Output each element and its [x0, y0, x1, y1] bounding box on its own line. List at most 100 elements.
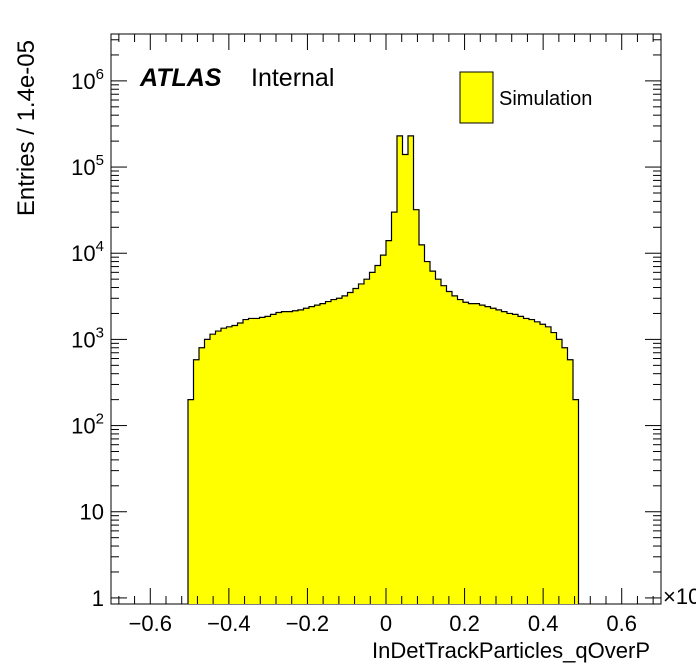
- histogram-bar: [347, 292, 354, 604]
- histogram-bar: [243, 319, 249, 604]
- histogram-bar: [452, 295, 458, 604]
- histogram-bar: [534, 321, 541, 604]
- histogram-bar: [518, 316, 524, 604]
- y-tick-label: 1: [92, 586, 104, 611]
- histogram-bar: [457, 299, 464, 604]
- histogram-bar: [237, 322, 244, 604]
- y-tick-labels: 1 10 102 103 104 105 106: [71, 66, 104, 611]
- histogram-bar: [199, 347, 205, 604]
- histogram-bar: [562, 347, 568, 604]
- histogram-bar: [507, 313, 513, 604]
- atlas-internal-label: Internal: [251, 64, 334, 92]
- histogram-bar: [210, 334, 216, 604]
- y-tick-label: 10: [80, 500, 104, 525]
- histogram-bar: [358, 283, 365, 604]
- x-tick-label: 0.4: [528, 611, 559, 636]
- histogram-outline: [187, 135, 580, 604]
- histogram-bar: [408, 135, 414, 604]
- histogram-bar: [292, 310, 299, 604]
- histogram-bar: [556, 339, 563, 604]
- histogram-bar: [501, 311, 508, 604]
- histogram-bar: [540, 324, 546, 604]
- legend-entry-simulation: Simulation: [499, 88, 592, 110]
- histogram-bar: [303, 308, 310, 604]
- legend: Simulation: [459, 71, 592, 124]
- histogram-bar: [474, 303, 480, 604]
- histogram-bar: [281, 311, 288, 604]
- histogram-bar: [188, 399, 194, 604]
- histogram-bar: [402, 154, 409, 604]
- histogram-bar: [270, 314, 277, 604]
- histogram-bar: [463, 302, 469, 604]
- histogram-bar: [490, 308, 497, 604]
- histogram-bar: [446, 291, 453, 604]
- histogram-bar: [369, 272, 376, 604]
- histogram-bar: [424, 261, 431, 604]
- histogram-bar: [287, 311, 293, 604]
- histogram-bar: [573, 399, 579, 604]
- histogram-bar: [375, 265, 381, 604]
- histogram-bar: [254, 318, 260, 604]
- histogram-bar: [276, 312, 282, 604]
- legend-swatch: [459, 71, 494, 124]
- y-axis-ticks: [111, 39, 661, 599]
- histogram-bar: [435, 279, 442, 604]
- histogram-bar: [336, 298, 343, 604]
- histogram-bar: [204, 339, 211, 604]
- histogram-bar: [309, 306, 315, 604]
- histogram-bar: [248, 318, 255, 604]
- histogram-bar: [567, 359, 574, 604]
- histogram-bar: [215, 331, 222, 604]
- x-tick-labels: −0.6 −0.4 −0.2 0 0.2 0.4 0.6: [129, 611, 637, 636]
- y-axis-label: Entries / 1.4e-05: [13, 40, 40, 216]
- y-tick-label: 104: [71, 238, 104, 266]
- histogram-bar: [529, 319, 535, 604]
- histogram-bar: [331, 299, 337, 604]
- histogram-bar: [545, 326, 552, 604]
- histogram-bar: [342, 295, 348, 604]
- x-tick-label: −0.4: [207, 611, 250, 636]
- histogram-bar: [226, 326, 233, 604]
- histogram-bar: [512, 314, 519, 604]
- histogram-bar: [485, 306, 491, 604]
- x-tick-label: 0: [380, 611, 392, 636]
- histogram-bar: [468, 303, 475, 604]
- histogram-bar: [232, 325, 238, 604]
- x-tick-label: 0.6: [606, 611, 637, 636]
- y-tick-label: 106: [71, 66, 104, 94]
- histogram-bar: [413, 209, 420, 604]
- histogram-bars: [187, 135, 580, 604]
- y-tick-label: 103: [71, 324, 104, 352]
- histogram-bar: [314, 305, 321, 604]
- histogram-bar: [221, 328, 227, 604]
- x-multiplier-label: ×10: [663, 584, 696, 609]
- histogram-bar: [419, 244, 425, 604]
- x-axis-ticks: [118, 34, 654, 604]
- x-tick-label: 0.2: [449, 611, 480, 636]
- x-tick-label: −0.6: [129, 611, 172, 636]
- histogram-bar: [325, 301, 332, 604]
- histogram-bar: [523, 318, 530, 604]
- histogram-bar: [430, 271, 436, 604]
- histogram-bar: [320, 303, 326, 604]
- histogram-bar: [397, 135, 403, 604]
- y-tick-label: 102: [71, 411, 104, 439]
- x-axis-label: InDetTrackParticles_qOverP: [372, 638, 650, 663]
- histogram-bar: [479, 305, 486, 604]
- histogram-bar: [386, 240, 392, 604]
- histogram-bar: [353, 288, 359, 604]
- histogram-bar: [380, 255, 387, 604]
- histogram-bar: [298, 309, 304, 604]
- histogram-bar: [265, 316, 271, 604]
- x-tick-label: −0.2: [286, 611, 329, 636]
- histogram-bar: [496, 309, 502, 604]
- histogram-bar: [551, 332, 557, 604]
- histogram-bar: [259, 317, 266, 604]
- histogram-bar: [391, 212, 398, 604]
- histogram-bar: [364, 279, 370, 604]
- atlas-label: ATLAS: [139, 64, 222, 92]
- histogram-bar: [441, 285, 447, 604]
- y-tick-label: 105: [71, 152, 104, 180]
- histogram-bar: [193, 359, 200, 604]
